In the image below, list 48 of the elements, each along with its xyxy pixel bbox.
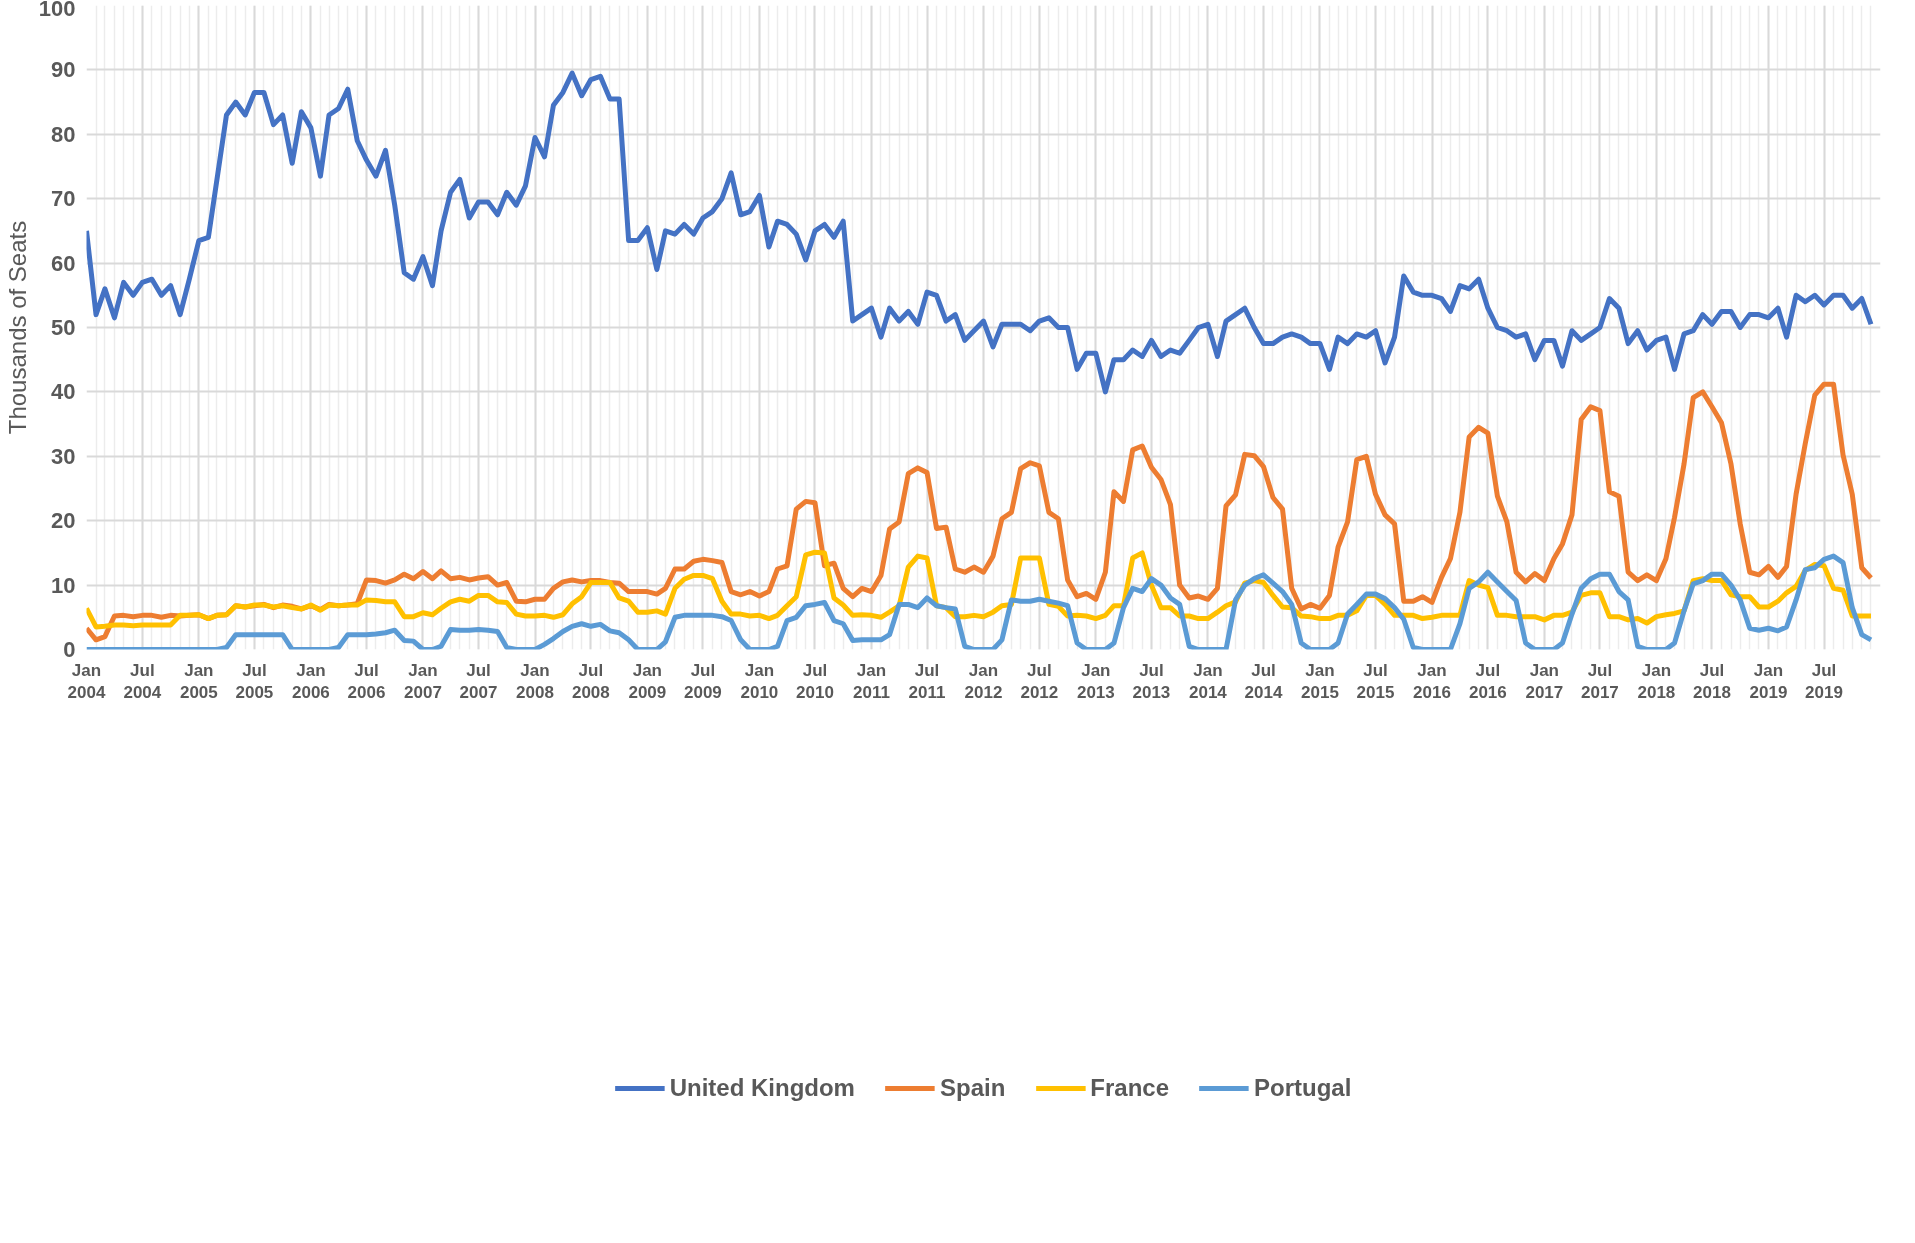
x-tick-label: Jul 2008 xyxy=(571,660,610,703)
y-tick-label: 20 xyxy=(51,508,76,534)
legend-label: United Kingdom xyxy=(669,1074,855,1102)
x-tick-label: Jul 2012 xyxy=(1020,660,1059,703)
y-tick-label: 40 xyxy=(51,379,76,405)
y-tick-label: 50 xyxy=(51,315,76,340)
x-tick-label: Jan 2010 xyxy=(740,660,779,703)
x-tick-label: Jul 2009 xyxy=(684,660,722,703)
x-tick-label: Jul 2013 xyxy=(1132,660,1171,703)
y-tick-label: 100 xyxy=(38,0,76,21)
x-tick-label: Jan 2014 xyxy=(1188,660,1228,703)
x-tick-label: Jul 2015 xyxy=(1356,660,1395,703)
x-tick-label: Jan 2008 xyxy=(516,660,554,703)
x-tick-label: Jan 2018 xyxy=(1637,660,1676,703)
x-tick-label: Jul 2017 xyxy=(1581,660,1619,703)
x-tick-label: Jan 2007 xyxy=(404,660,442,703)
y-tick-label: 70 xyxy=(51,186,76,212)
x-tick-label: Jan 2016 xyxy=(1413,660,1451,703)
x-tick-label: Jan 2019 xyxy=(1749,660,1788,703)
legend-label: Spain xyxy=(939,1074,1006,1102)
y-tick-label: 60 xyxy=(51,250,76,276)
x-tick-label: Jul 2019 xyxy=(1805,660,1843,703)
x-tick-label: Jan 2005 xyxy=(179,660,218,703)
x-tick-label: Jan 2013 xyxy=(1076,660,1115,703)
x-tick-label: Jul 2010 xyxy=(796,660,834,703)
x-tick-label: Jan 2009 xyxy=(628,660,667,703)
x-tick-label: Jan 2012 xyxy=(964,660,1003,703)
y-tick-label: 80 xyxy=(51,121,76,147)
x-tick-label: Jul 2004 xyxy=(123,660,162,703)
y-tick-label: 10 xyxy=(51,572,76,598)
legend-label: France xyxy=(1090,1074,1170,1102)
x-tick-label: Jul 2006 xyxy=(347,660,386,703)
x-tick-label: Jul 2018 xyxy=(1693,660,1731,703)
x-tick-label: Jan 2006 xyxy=(291,660,330,703)
x-tick-label: Jul 2014 xyxy=(1244,660,1283,703)
y-axis-title: Thousands of Seats xyxy=(3,220,31,435)
x-tick-label: Jan 2004 xyxy=(67,660,106,703)
x-tick-label: Jul 2005 xyxy=(235,660,274,703)
x-tick-label: Jan 2017 xyxy=(1525,660,1564,703)
y-tick-label: 30 xyxy=(51,443,76,469)
x-tick-label: Jul 2007 xyxy=(459,660,498,703)
legend-label: Portugal xyxy=(1254,1074,1352,1102)
x-tick-label: Jul 2016 xyxy=(1468,660,1507,703)
y-tick-label: 90 xyxy=(51,57,76,83)
x-tick-label: Jan 2015 xyxy=(1301,660,1339,703)
y-tick-label: 0 xyxy=(63,637,76,662)
x-tick-label: Jan 2011 xyxy=(853,660,890,703)
x-tick-label: Jul 2011 xyxy=(908,660,946,703)
